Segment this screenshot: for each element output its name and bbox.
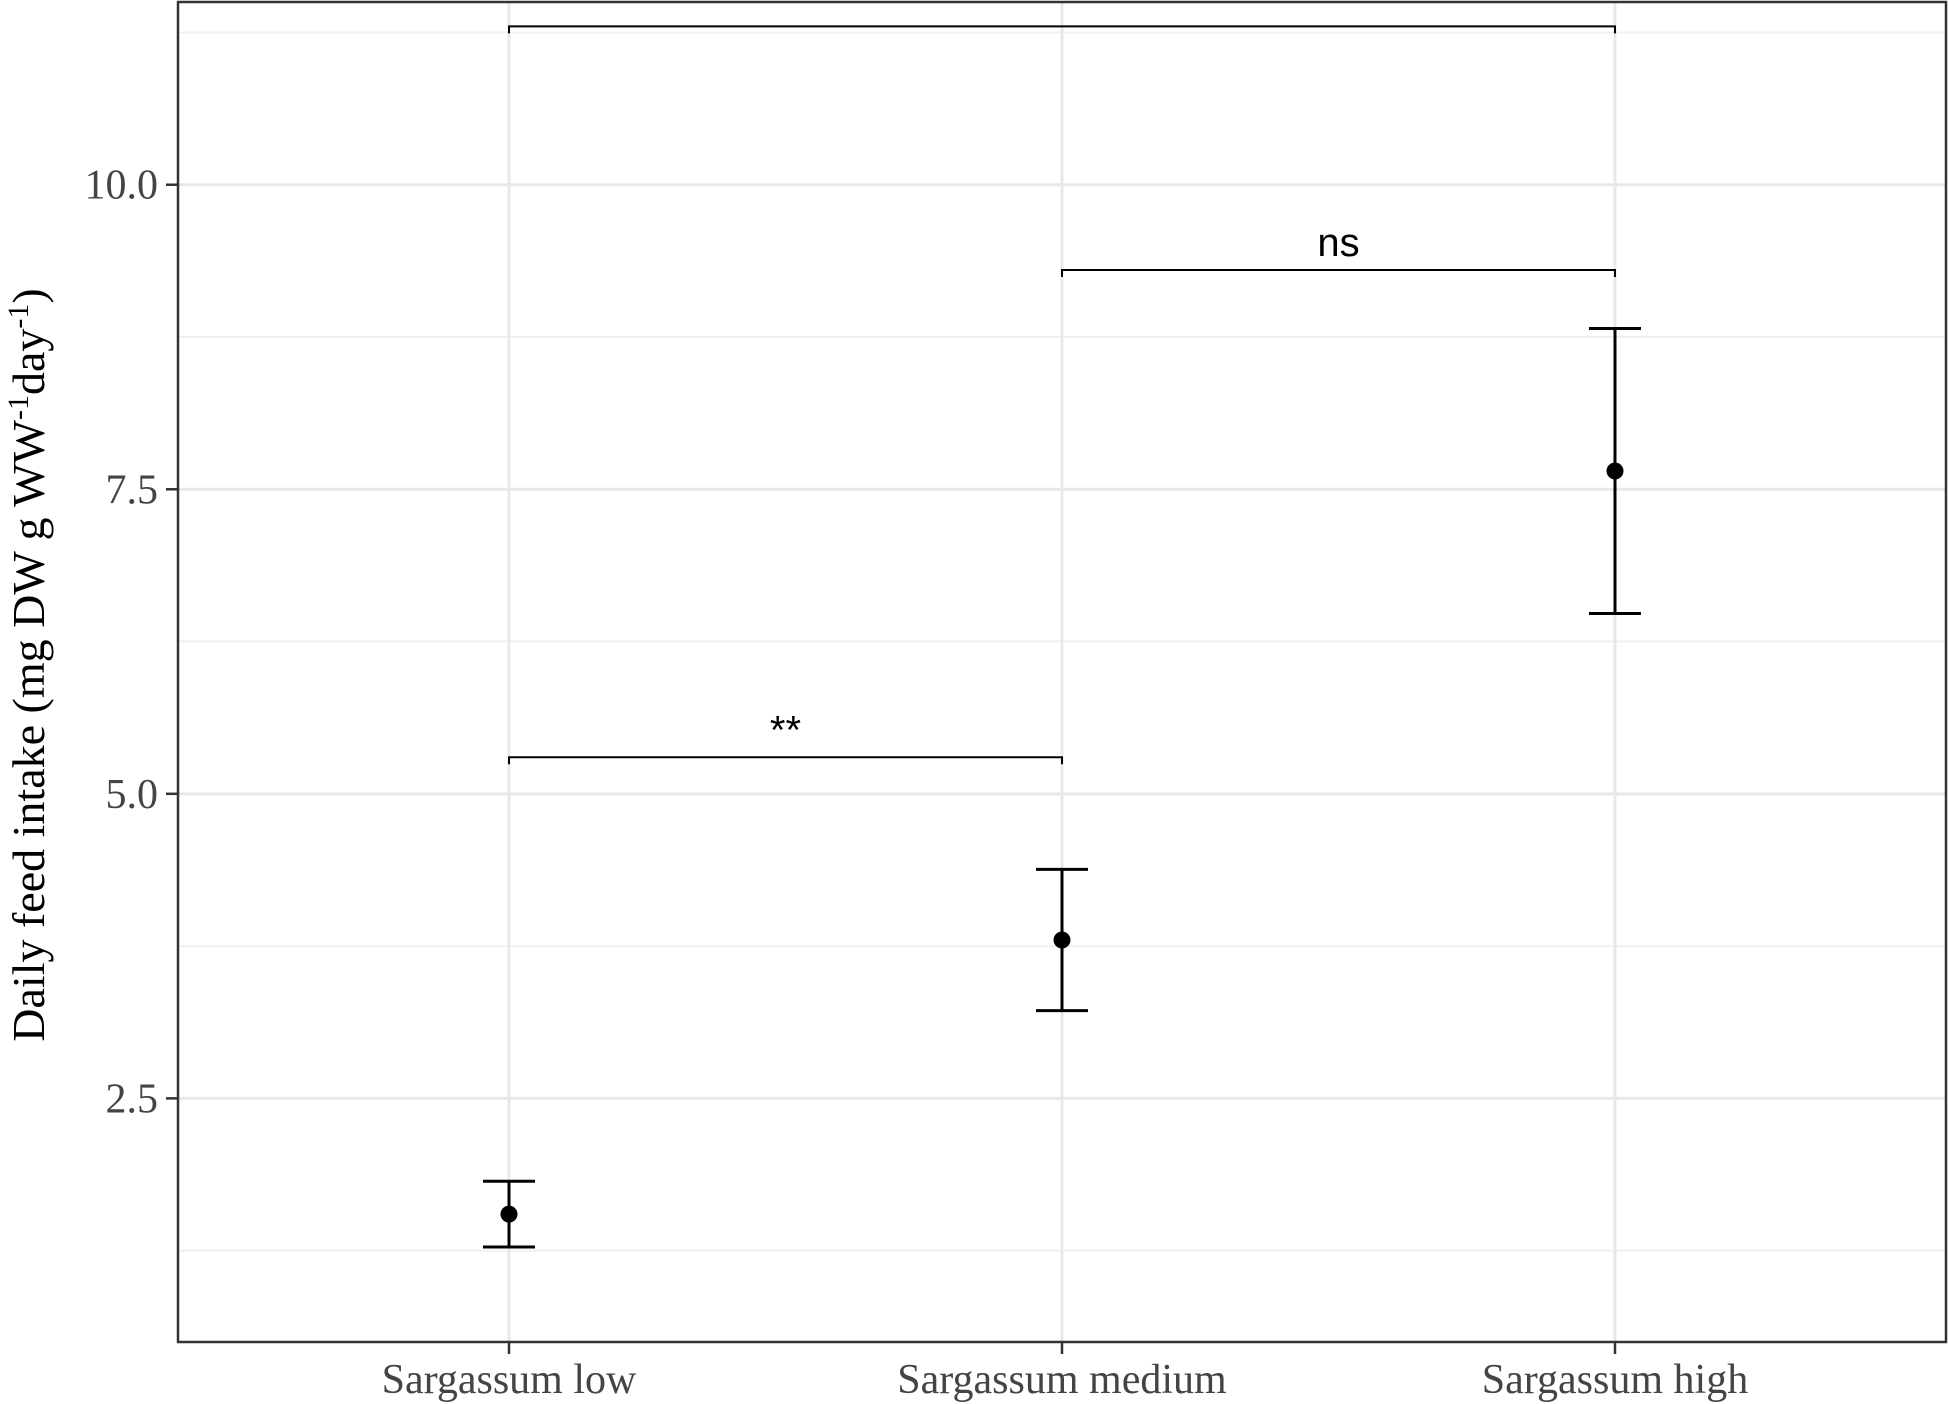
significance-label: *** — [1039, 0, 1086, 21]
x-tick-label: Sargassum medium — [897, 1357, 1227, 1403]
y-axis-title: Daily feed intake (mg DW g WW-1day-1) — [2, 288, 54, 1041]
x-axis: Sargassum low Sargassum medium Sargassum h… — [382, 1342, 1748, 1403]
x-tick-label: Sargassum low — [382, 1357, 637, 1403]
y-axis-title-prefix: Daily feed intake (mg DW g WW — [3, 419, 54, 1041]
significance-label: ns — [1317, 221, 1359, 265]
x-tick-label: Sargassum high — [1482, 1357, 1748, 1403]
significance-brackets: ** ns *** — [508, 0, 1616, 765]
y-axis-title-sup1: -1 — [2, 395, 35, 420]
mean-point — [1053, 931, 1071, 949]
mean-point — [1606, 462, 1624, 480]
y-axis-title-sup2: -1 — [2, 304, 35, 329]
y-axis-title-middle: day — [3, 329, 54, 395]
y-tick-label: 2.5 — [106, 1076, 159, 1122]
data-marks — [483, 326, 1641, 1249]
significance-bracket — [508, 756, 1063, 765]
major-gridlines — [178, 2, 1946, 1342]
y-axis-title-suffix: ) — [3, 288, 54, 303]
significance-bracket — [1061, 269, 1616, 277]
mean-point — [500, 1205, 518, 1223]
y-axis: 2.5 5.0 7.5 10.0 — [85, 163, 178, 1122]
significance-bracket — [508, 25, 1616, 34]
y-tick-label: 10.0 — [85, 163, 159, 209]
y-tick-label: 5.0 — [106, 772, 159, 818]
y-tick-label: 7.5 — [106, 467, 159, 513]
significance-label: ** — [770, 708, 801, 752]
